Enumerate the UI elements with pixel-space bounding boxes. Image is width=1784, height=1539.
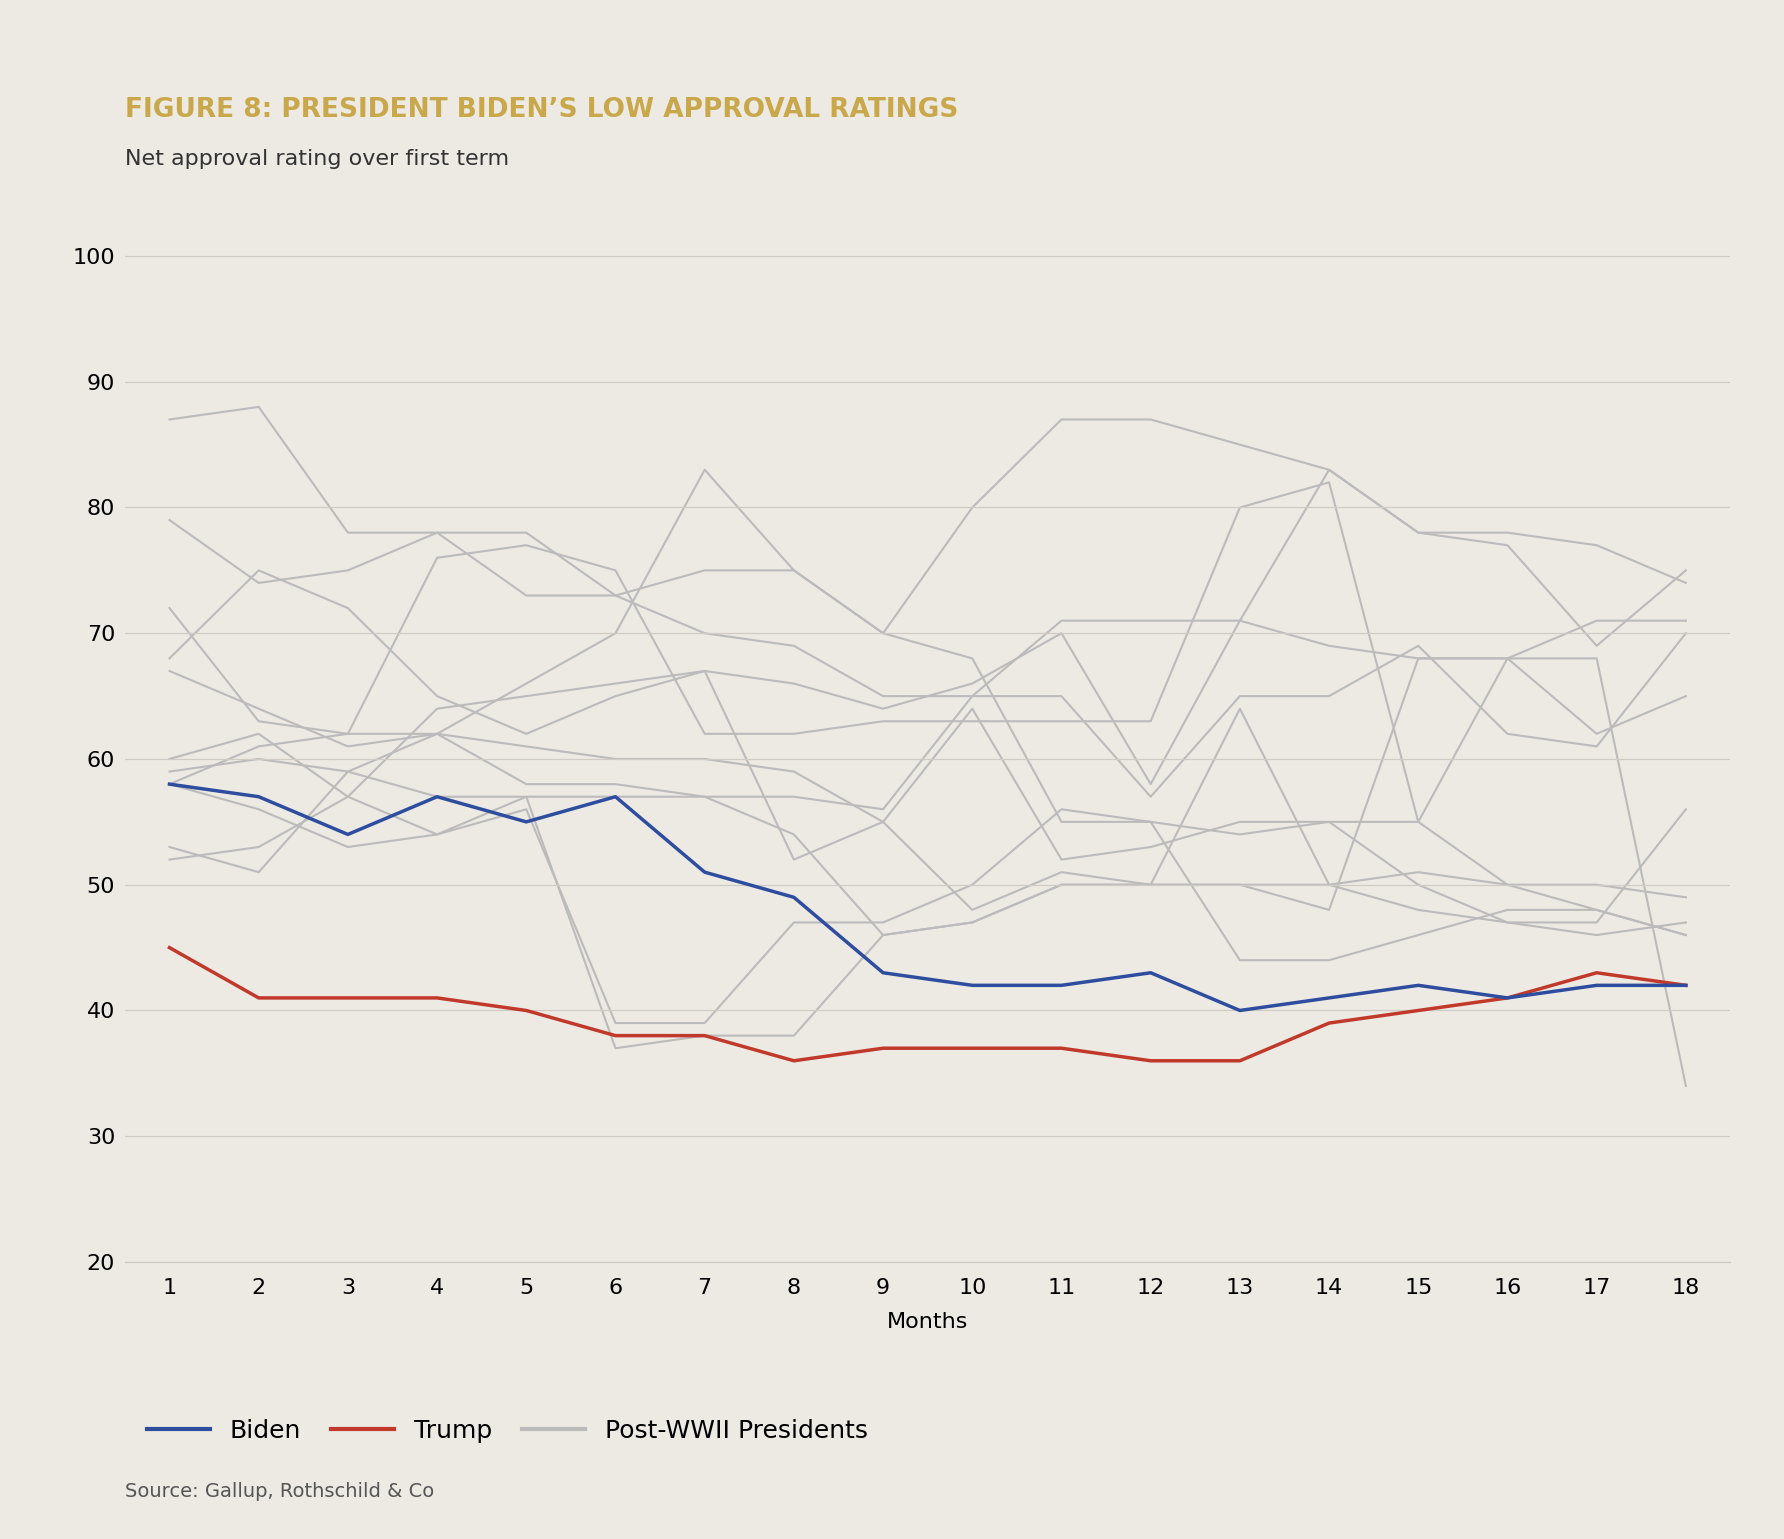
Text: FIGURE 8: PRESIDENT BIDEN’S LOW APPROVAL RATINGS: FIGURE 8: PRESIDENT BIDEN’S LOW APPROVAL… (125, 97, 958, 123)
X-axis label: Months: Months (887, 1311, 969, 1331)
Text: Net approval rating over first term: Net approval rating over first term (125, 149, 508, 169)
Legend: Biden, Trump, Post-WWII Presidents: Biden, Trump, Post-WWII Presidents (137, 1408, 878, 1453)
Text: Source: Gallup, Rothschild & Co: Source: Gallup, Rothschild & Co (125, 1482, 434, 1501)
